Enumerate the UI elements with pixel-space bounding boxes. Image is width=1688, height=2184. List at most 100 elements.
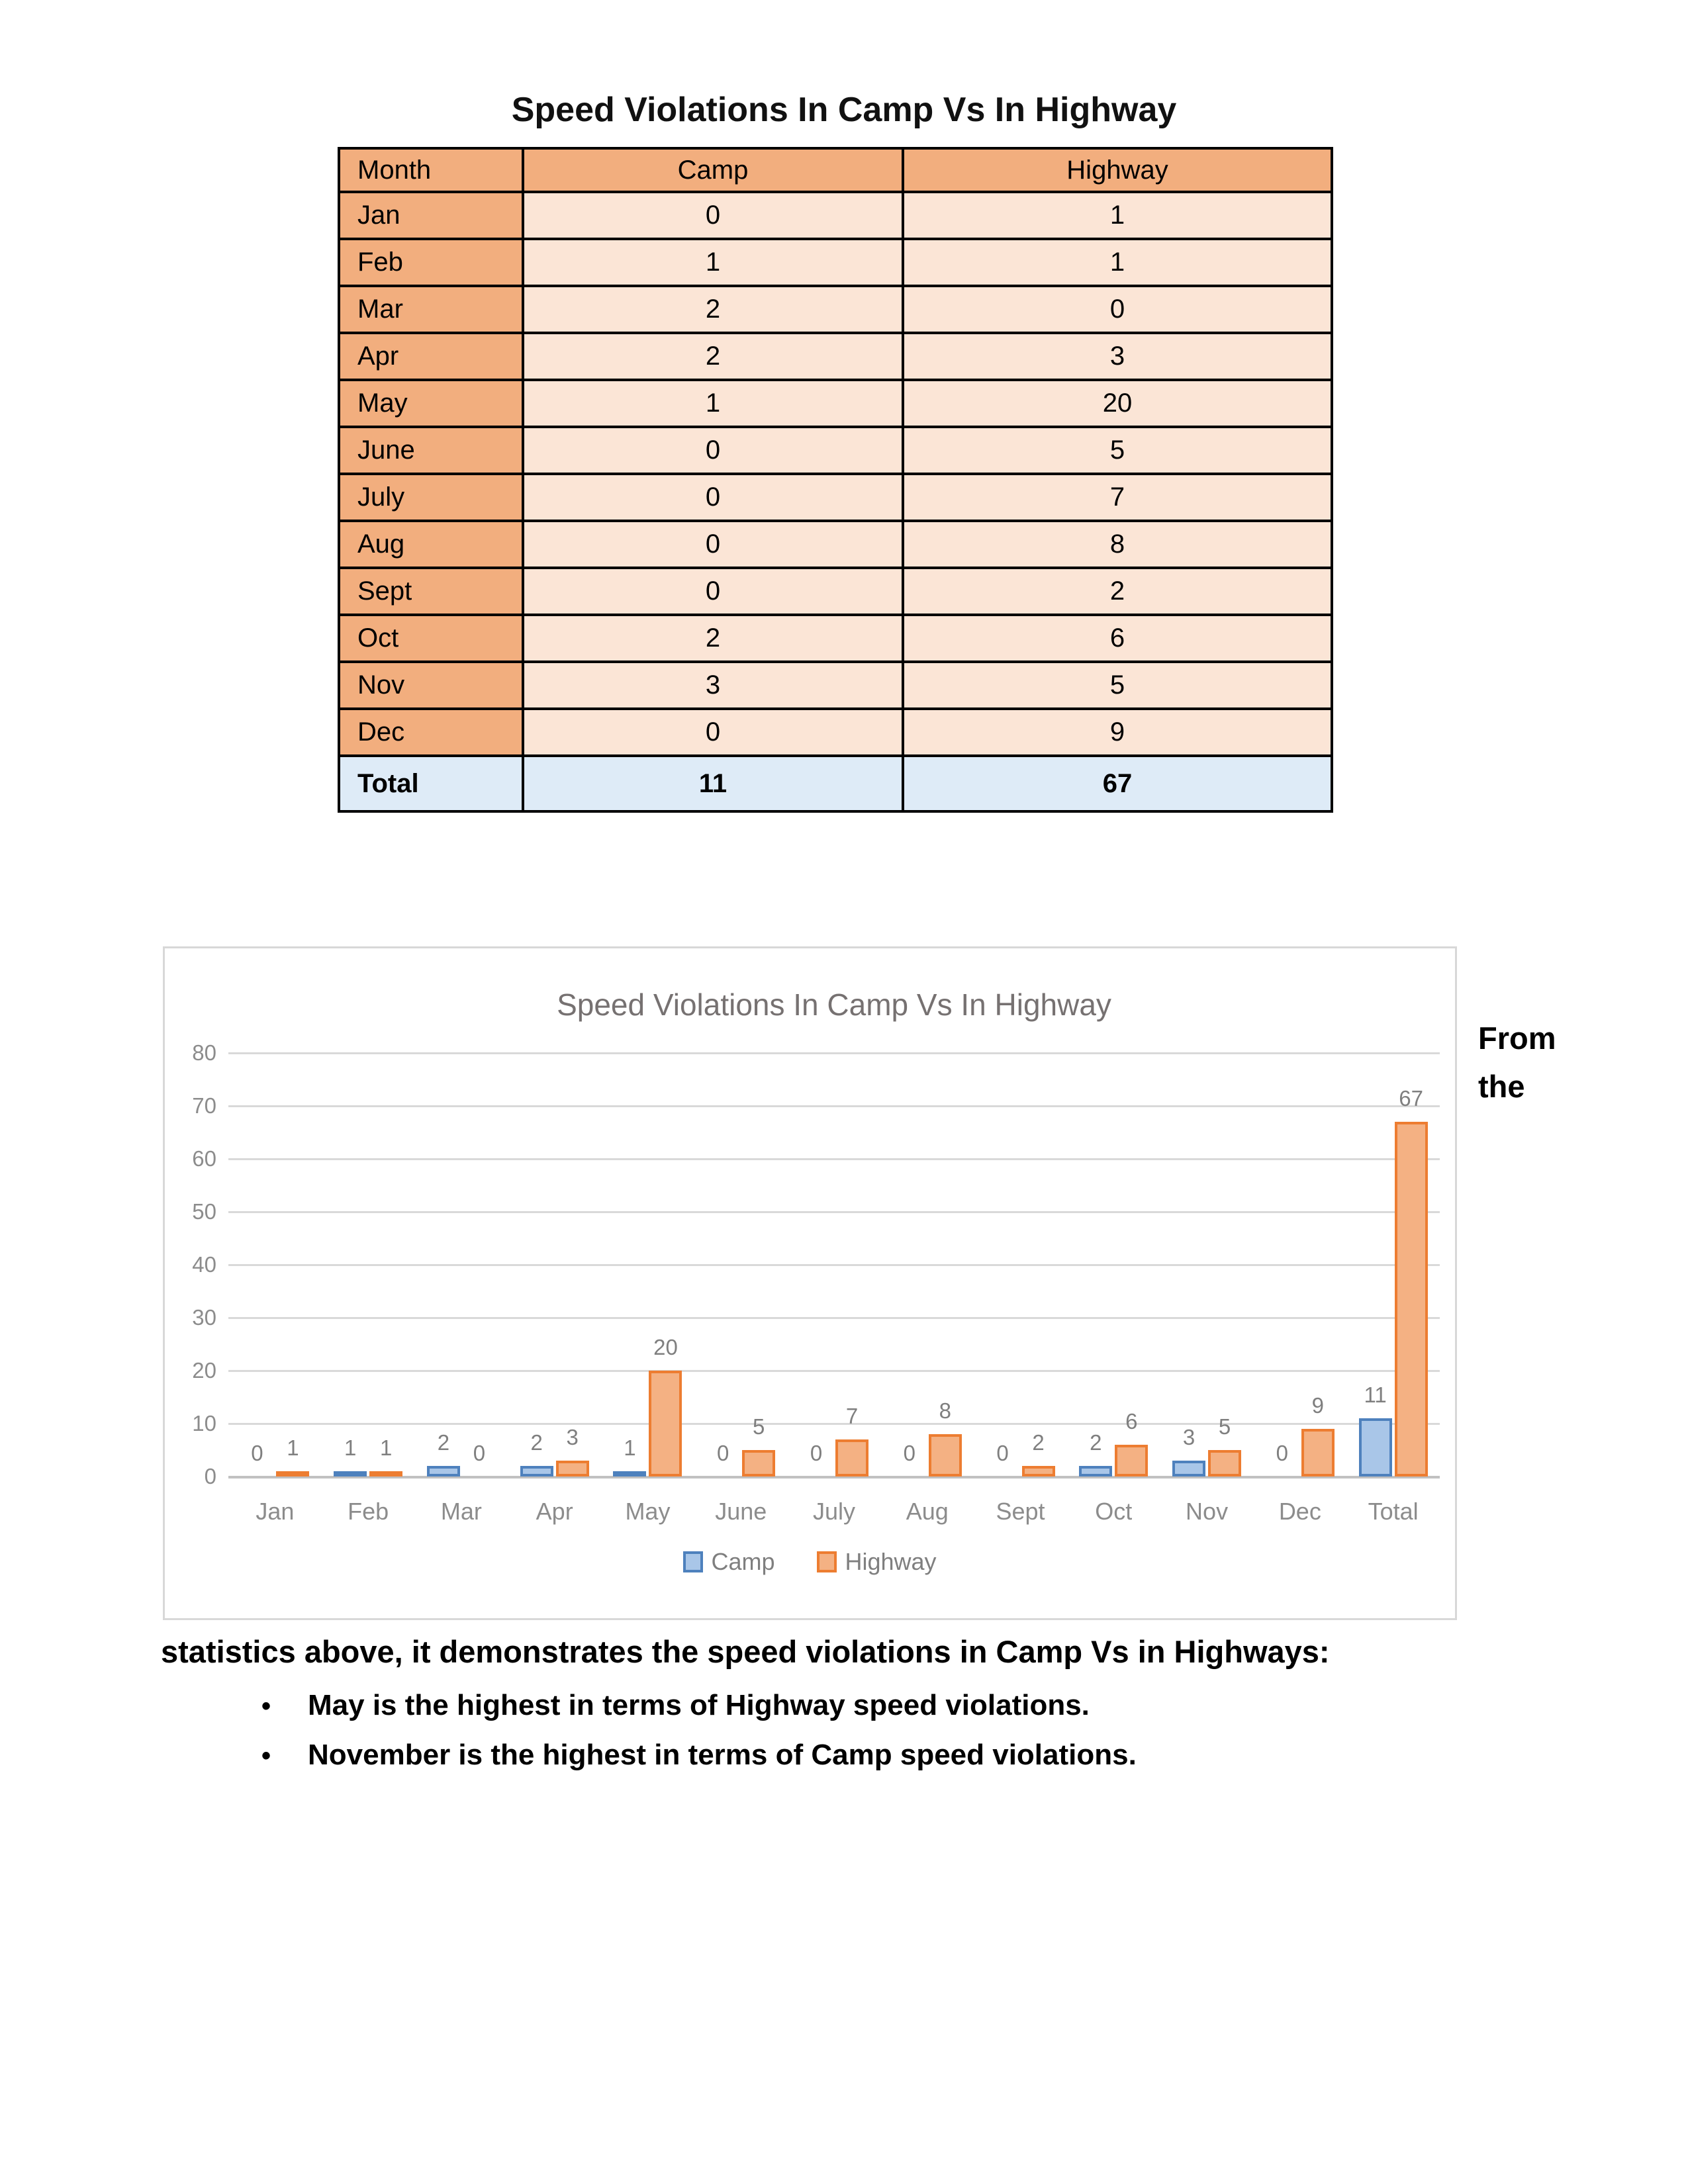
total-row: Total 11 67 <box>338 754 1333 813</box>
table-row: Nov 3 5 <box>338 660 1333 710</box>
month-cell: Nov <box>338 660 524 710</box>
bullet-item: • November is the highest in terms of Cam… <box>261 1739 1519 1772</box>
gridline <box>228 1370 1440 1372</box>
highway-value-cell: 8 <box>902 520 1333 569</box>
gridline <box>228 1423 1440 1425</box>
highway-bar-label: 9 <box>1311 1393 1325 1418</box>
camp-bar <box>1172 1461 1206 1477</box>
camp-value-cell: 0 <box>522 426 904 475</box>
wrap-text-fragment: From the <box>1478 1021 1556 1104</box>
y-axis-label: 10 <box>192 1411 216 1435</box>
legend-swatch-camp <box>683 1551 704 1572</box>
x-axis-label: Sept <box>996 1498 1045 1525</box>
month-cell: Jan <box>338 191 524 240</box>
camp-value-cell: 0 <box>522 567 904 616</box>
legend-item-highway: Highway <box>817 1548 937 1576</box>
x-axis-label: Dec <box>1278 1498 1321 1525</box>
camp-value-cell: 2 <box>522 332 904 381</box>
camp-value-cell: 0 <box>522 707 904 757</box>
chart-title: Speed Violations In Camp Vs In Highway <box>557 987 1111 1022</box>
camp-bar-label: 2 <box>437 1430 450 1455</box>
table-body: Jan 0 1 Feb 1 1 Mar 2 0 Apr 2 3 May 1 20 June 0 5 July 0 7 Au… <box>338 191 1333 813</box>
x-axis-label: Mar <box>440 1498 482 1525</box>
camp-bar <box>426 1466 460 1477</box>
camp-bar <box>613 1471 647 1477</box>
highway-bar <box>1208 1450 1242 1477</box>
camp-value-cell: 0 <box>522 520 904 569</box>
month-cell: Aug <box>338 520 524 569</box>
x-axis-label: Nov <box>1186 1498 1229 1525</box>
body-paragraph: statistics above, it demonstrates the sp… <box>161 1634 1330 1669</box>
legend-item-camp: Camp <box>683 1548 774 1576</box>
highway-value-cell: 20 <box>902 379 1333 428</box>
highway-value-cell: 1 <box>902 191 1333 240</box>
highway-bar <box>555 1461 589 1477</box>
camp-bar <box>520 1466 553 1477</box>
highway-bar-label: 1 <box>379 1435 393 1460</box>
table-row: Dec 0 9 <box>338 707 1333 757</box>
highway-bar-label: 5 <box>753 1414 765 1439</box>
camp-bar <box>334 1471 367 1477</box>
gridline <box>228 1105 1440 1107</box>
camp-bar-label: 2 <box>1090 1430 1102 1455</box>
highway-value-cell: 5 <box>902 426 1333 475</box>
highway-bar <box>1394 1122 1428 1477</box>
camp-bar-label: 0 <box>717 1441 729 1465</box>
camp-value-cell: 1 <box>522 238 904 287</box>
highway-value-cell: 5 <box>902 660 1333 710</box>
x-axis-label: Total <box>1368 1498 1419 1525</box>
x-axis-label: Feb <box>348 1498 389 1525</box>
gridline <box>228 1158 1440 1160</box>
camp-bar-label: 0 <box>251 1441 263 1465</box>
highway-bar-label: 67 <box>1399 1086 1423 1111</box>
camp-bar-label: 0 <box>996 1441 1009 1465</box>
gridline <box>228 1317 1440 1319</box>
highway-bar <box>1115 1445 1149 1477</box>
y-axis-label: 80 <box>192 1040 216 1065</box>
table-row: Mar 2 0 <box>338 285 1333 334</box>
table-row: Aug 0 8 <box>338 520 1333 569</box>
month-cell: July <box>338 473 524 522</box>
table-header: Month Camp Highway <box>338 147 1333 193</box>
highway-bar <box>835 1439 868 1477</box>
highway-value-cell: 7 <box>902 473 1333 522</box>
bullet-text: May is the highest in terms of Highway s… <box>308 1689 1090 1721</box>
x-axis-label: Oct <box>1095 1498 1133 1525</box>
camp-bar-label: 1 <box>344 1435 357 1460</box>
camp-value-cell: 3 <box>522 660 904 710</box>
highway-bar-label: 3 <box>566 1425 579 1449</box>
table-row: Oct 2 6 <box>338 614 1333 663</box>
bullet-text: November is the highest in terms of Camp… <box>308 1739 1137 1771</box>
highway-value-cell: 2 <box>902 567 1333 616</box>
month-cell: Sept <box>338 567 524 616</box>
highway-bar <box>1301 1429 1335 1477</box>
highway-value-cell: 9 <box>902 707 1333 757</box>
highway-bar <box>1021 1466 1055 1477</box>
y-axis-label: 40 <box>192 1252 216 1277</box>
month-cell: Total <box>338 754 524 813</box>
highway-bar-label: 20 <box>653 1335 678 1359</box>
x-axis: Jan Feb Mar Apr May June July Aug Sept Oct Nov Dec T… <box>228 1498 1440 1531</box>
highway-bar-label: 1 <box>287 1435 299 1460</box>
highway-bar-label: 0 <box>473 1441 486 1465</box>
plot-area: 0 1 1 1 2 0 2 3 1 20 0 5 0 7 0 8 0 2 2 6 3 5 0 9 11 67 <box>228 1052 1440 1479</box>
camp-bar-label: 0 <box>903 1441 915 1465</box>
column-header-highway: Highway <box>902 147 1333 193</box>
gridline <box>228 1211 1440 1213</box>
y-axis: 80 70 60 50 40 30 20 10 0 <box>165 1040 216 1488</box>
page-title: Speed Violations In Camp Vs In Highway <box>511 91 1177 129</box>
highway-bar-label: 6 <box>1125 1409 1138 1433</box>
camp-bar-label: 11 <box>1364 1383 1387 1407</box>
camp-bar <box>1079 1466 1113 1477</box>
x-axis-label: May <box>625 1498 671 1525</box>
table-header-row: Month Camp Highway <box>338 147 1333 193</box>
table-row: Feb 1 1 <box>338 238 1333 287</box>
month-cell: Mar <box>338 285 524 334</box>
table-row: July 0 7 <box>338 473 1333 522</box>
month-cell: Feb <box>338 238 524 287</box>
legend-label: Highway <box>845 1548 937 1575</box>
camp-bar <box>1358 1418 1392 1477</box>
camp-bar-label: 0 <box>1276 1441 1289 1465</box>
camp-bar-label: 0 <box>810 1441 823 1465</box>
